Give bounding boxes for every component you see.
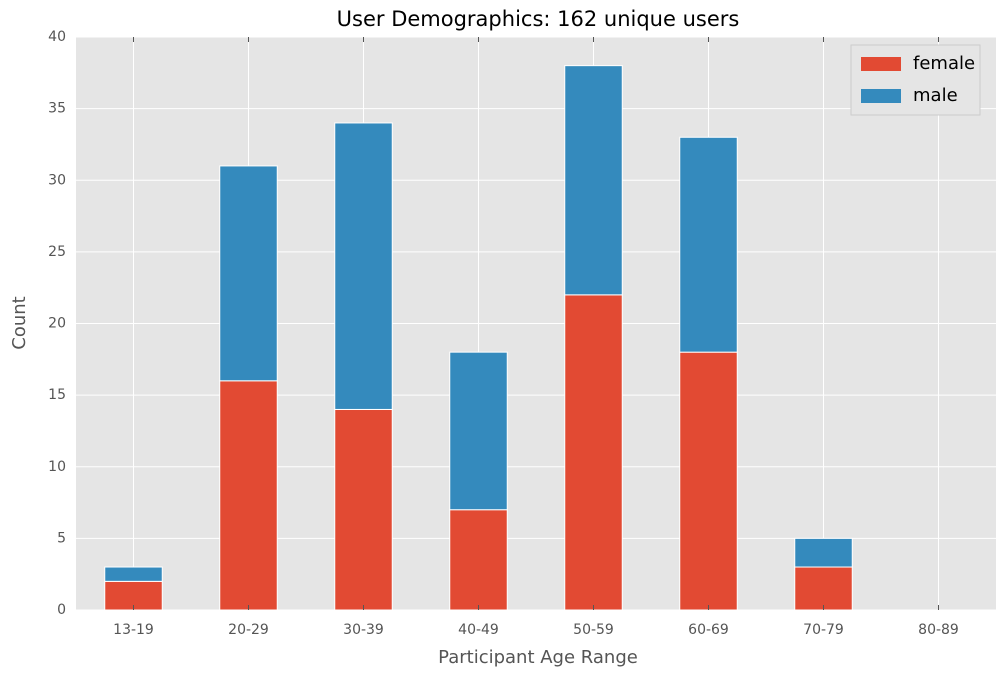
bar — [334, 122, 393, 410]
bar — [564, 65, 623, 296]
x-tick-label: 40-49 — [458, 622, 499, 638]
legend-swatch — [861, 89, 901, 103]
chart-title: User Demographics: 162 unique users — [337, 7, 740, 31]
bar — [679, 136, 738, 353]
legend-label: female — [913, 53, 975, 74]
x-tick-label: 80-89 — [918, 622, 959, 638]
x-tick-label: 30-39 — [343, 622, 384, 638]
bar — [104, 566, 163, 582]
bar — [679, 351, 738, 611]
x-tick-label: 60-69 — [688, 622, 729, 638]
x-tick-label: 50-59 — [573, 622, 614, 638]
legend-swatch — [861, 57, 901, 71]
y-axis-label: Count — [9, 296, 30, 349]
bar — [794, 566, 853, 611]
y-tick-label: 10 — [48, 459, 66, 475]
y-tick-label: 20 — [48, 316, 66, 332]
bar — [564, 294, 623, 611]
y-tick-label: 25 — [48, 244, 66, 260]
y-tick-label: 40 — [48, 29, 66, 45]
y-tick-label: 0 — [57, 602, 66, 618]
bar — [449, 351, 508, 511]
bar — [334, 408, 393, 611]
x-tick-label: 13-19 — [113, 622, 154, 638]
legend-label: male — [913, 85, 958, 106]
bar — [449, 509, 508, 611]
legend-box — [850, 44, 981, 116]
bar — [219, 165, 278, 382]
bar — [219, 380, 278, 611]
x-axis-label: Participant Age Range — [438, 647, 638, 668]
y-tick-label: 5 — [57, 530, 66, 546]
y-tick-label: 15 — [48, 387, 66, 403]
y-tick-label: 35 — [48, 101, 66, 117]
y-tick-label: 30 — [48, 172, 66, 188]
x-tick-label: 70-79 — [803, 622, 844, 638]
x-tick-label: 20-29 — [228, 622, 269, 638]
bar — [794, 537, 853, 568]
